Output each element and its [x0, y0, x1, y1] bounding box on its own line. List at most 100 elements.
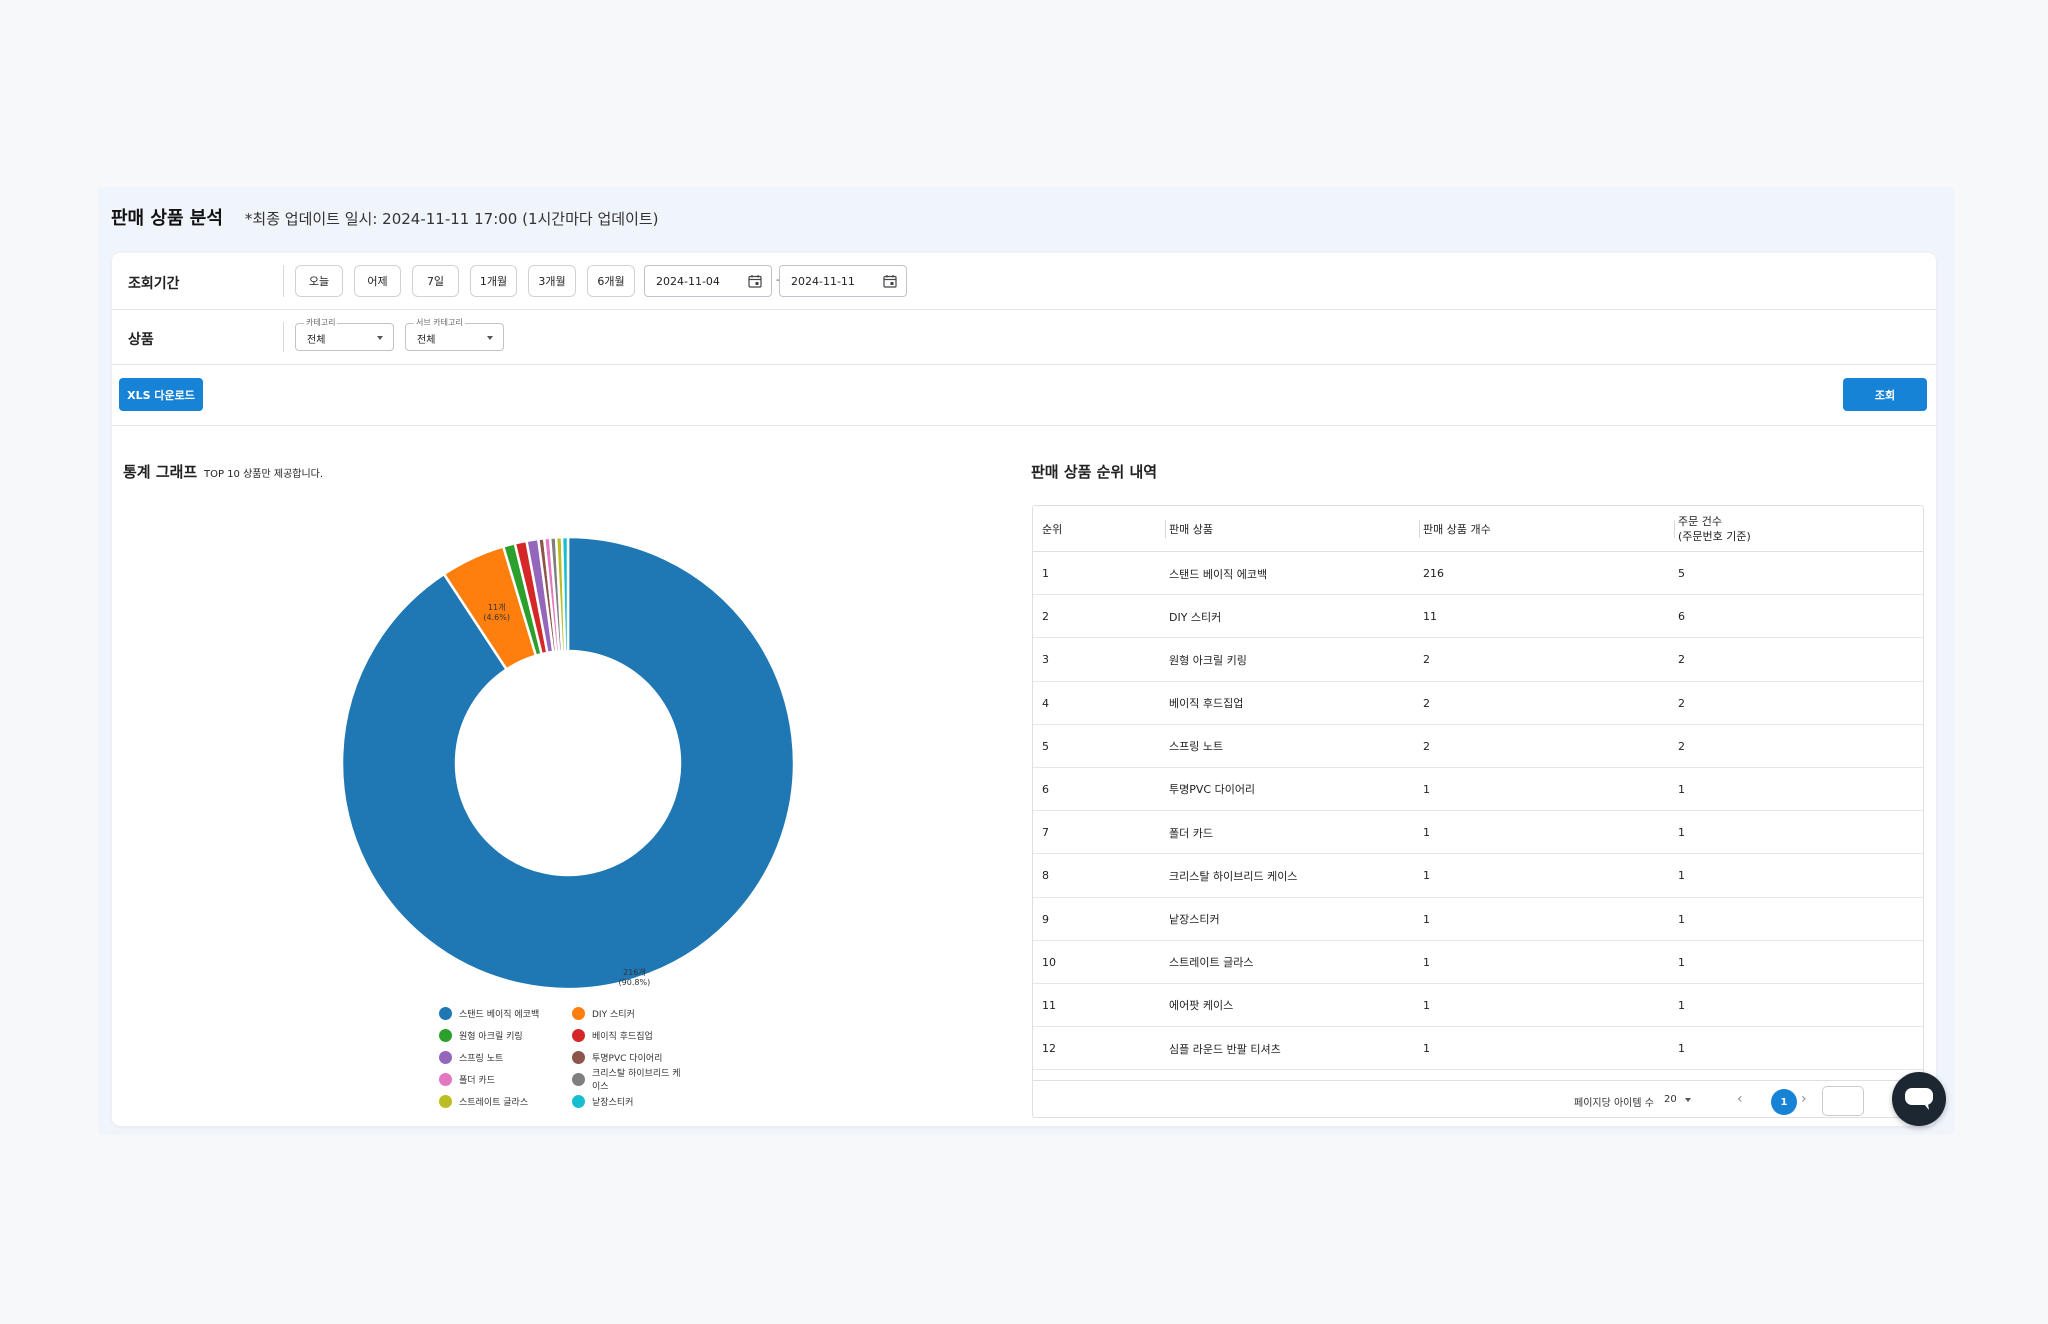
cell-orders: 5	[1678, 567, 1685, 580]
cell-rank: 12	[1042, 1042, 1056, 1056]
cell-orders: 1	[1678, 1042, 1685, 1056]
cell-rank: 2	[1042, 610, 1049, 624]
cell-product: 심플 라운드 반팔 티셔츠	[1169, 1042, 1281, 1056]
calendar-icon[interactable]	[883, 274, 897, 288]
table-section-title: 판매 상품 순위 내역	[1031, 463, 1158, 481]
actions-row: XLS 다운로드 조회	[112, 365, 1936, 426]
period-button-7days[interactable]: 7일	[412, 265, 459, 297]
legend-item-6[interactable]: 투명PVC 다이어리	[572, 1049, 682, 1065]
cell-product: 폴더 카드	[1169, 826, 1213, 840]
subcategory-select[interactable]: 서브 카테고리 전체	[405, 317, 504, 351]
cell-quantity: 1	[1423, 869, 1430, 883]
table-row: 1 스탠드 베이직 에코백 216 5	[1033, 552, 1923, 596]
donut-chart: 216개(90.8%) 11개(4.6%)	[340, 535, 796, 991]
chevron-down-icon	[377, 336, 383, 340]
legend-item-10[interactable]: 낱장스티커	[572, 1093, 682, 1109]
cell-rank: 3	[1042, 653, 1049, 667]
legend-label: 스프링 노트	[459, 1053, 504, 1064]
header-rank: 순위	[1042, 523, 1063, 536]
xls-download-button[interactable]: XLS 다운로드	[119, 378, 203, 411]
cell-product: DIY 스티커	[1169, 610, 1222, 624]
period-label: 조회기간	[128, 276, 180, 292]
per-page-select[interactable]: 20	[1664, 1094, 1677, 1105]
legend-label: 낱장스티커	[592, 1097, 634, 1108]
period-button-6months[interactable]: 6개월	[587, 265, 635, 297]
period-button-3months[interactable]: 3개월	[528, 265, 576, 297]
legend-label: 베이직 후드집업	[592, 1031, 653, 1042]
cell-quantity: 1	[1423, 1042, 1430, 1056]
legend-item-4[interactable]: 베이직 후드집업	[572, 1027, 682, 1043]
page-header: 판매 상품 분석 *최종 업데이트 일시: 2024-11-11 17:00 (…	[111, 204, 659, 230]
legend-item-8[interactable]: 크리스탈 하이브리드 케이스	[572, 1069, 682, 1092]
period-button-yesterday[interactable]: 어제	[354, 265, 401, 297]
legend-swatch	[572, 1006, 585, 1020]
cell-quantity: 11	[1423, 610, 1437, 624]
date-start-input[interactable]: 2024-11-04	[644, 265, 772, 297]
page-title: 판매 상품 분석	[111, 208, 223, 229]
cell-orders: 2	[1678, 653, 1685, 667]
table-row: 4 베이직 후드집업 2 2	[1033, 682, 1923, 725]
legend-item-1[interactable]: 스탠드 베이직 에코백	[439, 1005, 572, 1021]
legend-item-3[interactable]: 원형 아크릴 키링	[439, 1027, 572, 1043]
legend-label: DIY 스티커	[592, 1009, 635, 1020]
legend-item-2[interactable]: DIY 스티커	[572, 1005, 682, 1021]
divider	[283, 322, 284, 352]
table-row: 5 스프링 노트 2 2	[1033, 725, 1923, 768]
date-end-input[interactable]: 2024-11-11	[779, 265, 907, 297]
legend-label: 스트레이트 글라스	[459, 1097, 529, 1108]
prev-page-button[interactable]: ‹	[1737, 1091, 1743, 1107]
pie-slice-10[interactable]	[560, 535, 570, 653]
legend-swatch	[439, 1028, 452, 1042]
header-quantity: 판매 상품 개수	[1419, 506, 1491, 552]
divider	[283, 265, 284, 297]
next-page-button[interactable]: ›	[1801, 1091, 1807, 1107]
period-button-1month[interactable]: 1개월	[470, 265, 517, 297]
cell-orders: 1	[1678, 826, 1685, 840]
calendar-icon[interactable]	[748, 274, 762, 288]
cell-quantity: 2	[1423, 653, 1430, 667]
cell-orders: 1	[1678, 782, 1685, 796]
cell-orders: 6	[1678, 610, 1685, 624]
cell-rank: 8	[1042, 869, 1049, 883]
cell-orders: 2	[1678, 696, 1685, 710]
ranking-table: 순위 판매 상품 판매 상품 개수 주문 건수 (주문번호 기준) 1 스탠드 베…	[1032, 505, 1924, 1118]
legend-item-9[interactable]: 스트레이트 글라스	[439, 1093, 572, 1109]
category-select[interactable]: 카테고리 전체	[295, 317, 394, 351]
table-row: 10 스트레이트 글라스 1 1	[1033, 941, 1923, 984]
cell-product: 낱장스티커	[1169, 913, 1220, 926]
table-row: 7 폴더 카드 1 1	[1033, 811, 1923, 855]
current-page-button[interactable]: 1	[1771, 1089, 1797, 1115]
cell-rank: 9	[1042, 912, 1049, 926]
page-jump-input[interactable]	[1822, 1086, 1864, 1116]
cell-product: 투명PVC 다이어리	[1169, 783, 1256, 797]
legend-item-7[interactable]: 폴더 카드	[439, 1071, 572, 1087]
cell-quantity: 1	[1423, 912, 1430, 926]
table-row: 12 심플 라운드 반팔 티셔츠 1 1	[1033, 1027, 1923, 1071]
legend-item-5[interactable]: 스프링 노트	[439, 1049, 572, 1065]
chevron-down-icon[interactable]	[1685, 1098, 1691, 1102]
table-row: 6 투명PVC 다이어리 1 1	[1033, 768, 1923, 812]
data-label-2-pct: (4.6%)	[483, 613, 510, 622]
header-separator	[1419, 520, 1420, 538]
subcategory-value: 전체	[417, 335, 436, 346]
period-button-today[interactable]: 오늘	[295, 265, 343, 297]
cell-quantity: 1	[1423, 826, 1430, 840]
cell-quantity: 216	[1423, 567, 1444, 580]
cell-quantity: 1	[1423, 782, 1430, 796]
date-start-value: 2024-11-04	[656, 274, 720, 288]
table-row: 3 원형 아크릴 키링 2 2	[1033, 638, 1923, 682]
per-page-label: 페이지당 아이템 수	[1574, 1098, 1654, 1109]
chevron-down-icon	[487, 336, 493, 340]
cell-orders: 2	[1678, 739, 1685, 753]
pie-slice-1[interactable]	[340, 535, 796, 991]
period-filter-row: 조회기간 오늘 어제 7일 1개월 3개월 6개월 2024-11-04 - 2…	[112, 253, 1936, 310]
cell-rank: 4	[1042, 696, 1049, 710]
legend-label: 폴더 카드	[459, 1075, 495, 1086]
chat-button[interactable]	[1892, 1072, 1946, 1126]
category-legend: 카테고리	[304, 317, 338, 328]
cell-rank: 10	[1042, 955, 1056, 969]
search-button[interactable]: 조회	[1843, 378, 1927, 411]
cell-product: 스탠드 베이직 에코백	[1169, 567, 1268, 581]
chart-section-note: TOP 10 상품만 제공합니다.	[204, 469, 324, 480]
